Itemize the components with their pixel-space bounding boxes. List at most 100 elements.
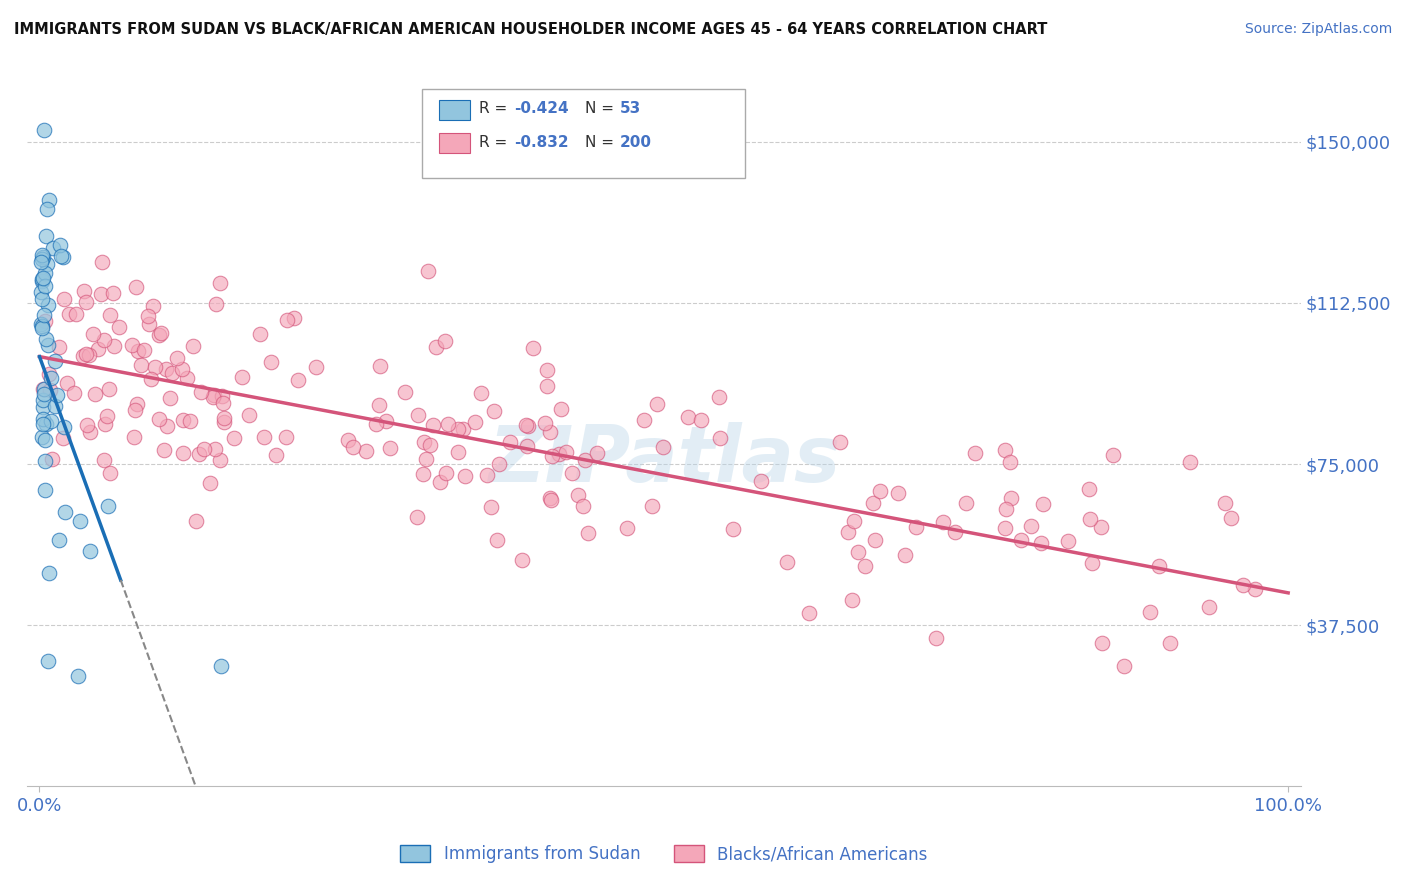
Point <box>633 413 655 427</box>
Point <box>159 391 181 405</box>
Point <box>90 255 112 269</box>
Point <box>963 446 986 460</box>
Point <box>127 344 149 359</box>
Point <box>253 430 276 444</box>
Point <box>52 431 75 445</box>
Point <box>368 359 391 373</box>
Point <box>368 398 391 412</box>
Point <box>94 417 117 431</box>
Point <box>451 422 474 436</box>
Point <box>37 654 59 668</box>
Point <box>1019 519 1042 533</box>
Point <box>534 416 557 430</box>
Point <box>122 430 145 444</box>
Point <box>283 310 305 325</box>
Point <box>894 548 917 562</box>
Point <box>53 505 76 519</box>
Point <box>1032 498 1054 512</box>
Point <box>190 384 212 399</box>
Point <box>540 493 562 508</box>
Point <box>181 339 204 353</box>
Point <box>1213 496 1236 510</box>
Point <box>260 355 283 369</box>
Point <box>35 332 58 346</box>
Point <box>86 342 108 356</box>
Point <box>453 468 475 483</box>
Point <box>1198 599 1220 614</box>
Point <box>32 411 55 425</box>
Point <box>678 409 700 424</box>
Point <box>103 286 125 301</box>
Point <box>641 500 664 514</box>
Point <box>32 122 55 136</box>
Point <box>616 521 638 535</box>
Point <box>97 500 120 514</box>
Point <box>749 474 772 488</box>
Point <box>31 318 53 333</box>
Point <box>249 327 271 342</box>
Point <box>1232 578 1254 592</box>
Point <box>721 522 744 536</box>
Point <box>179 414 201 428</box>
Point <box>48 340 70 354</box>
Point <box>172 362 194 376</box>
Point <box>231 369 253 384</box>
Point <box>103 339 125 353</box>
Point <box>429 475 451 490</box>
Point <box>34 266 56 280</box>
Point <box>475 467 498 482</box>
Point <box>172 413 194 427</box>
Point <box>540 449 562 463</box>
Point <box>34 308 56 322</box>
Point <box>124 402 146 417</box>
Point <box>416 264 439 278</box>
Point <box>31 272 53 286</box>
Point <box>1112 659 1135 673</box>
Point <box>38 384 60 398</box>
Point <box>202 388 225 402</box>
Point <box>955 496 977 510</box>
Point <box>276 313 298 327</box>
Point <box>943 524 966 539</box>
Point <box>160 366 183 380</box>
Point <box>374 415 396 429</box>
Point <box>1090 520 1112 534</box>
Point <box>31 274 53 288</box>
Point <box>93 453 115 467</box>
Point <box>238 408 260 422</box>
Point <box>516 439 538 453</box>
Point <box>844 514 866 528</box>
Point <box>52 250 75 264</box>
Point <box>35 229 58 244</box>
Point <box>422 417 444 432</box>
Point <box>482 404 505 418</box>
Point <box>224 431 246 445</box>
Point <box>522 341 544 355</box>
Point <box>156 418 179 433</box>
Point <box>37 298 59 312</box>
Point <box>932 515 955 529</box>
Point <box>846 544 869 558</box>
Point <box>647 397 669 411</box>
Point <box>172 445 194 459</box>
Point <box>98 467 121 481</box>
Point <box>155 362 177 376</box>
Point <box>415 452 437 467</box>
Point <box>125 397 148 411</box>
Point <box>576 525 599 540</box>
Point <box>446 422 468 436</box>
Point <box>998 454 1021 468</box>
Point <box>90 287 112 301</box>
Point <box>1010 533 1032 547</box>
Text: R =: R = <box>479 102 513 116</box>
Point <box>336 433 359 447</box>
Point <box>79 425 101 439</box>
Point <box>433 334 456 349</box>
Point <box>266 448 288 462</box>
Text: N =: N = <box>585 136 619 150</box>
Point <box>42 241 65 255</box>
Point <box>30 317 52 331</box>
Point <box>470 386 492 401</box>
Point <box>32 382 55 396</box>
Point <box>209 277 232 291</box>
